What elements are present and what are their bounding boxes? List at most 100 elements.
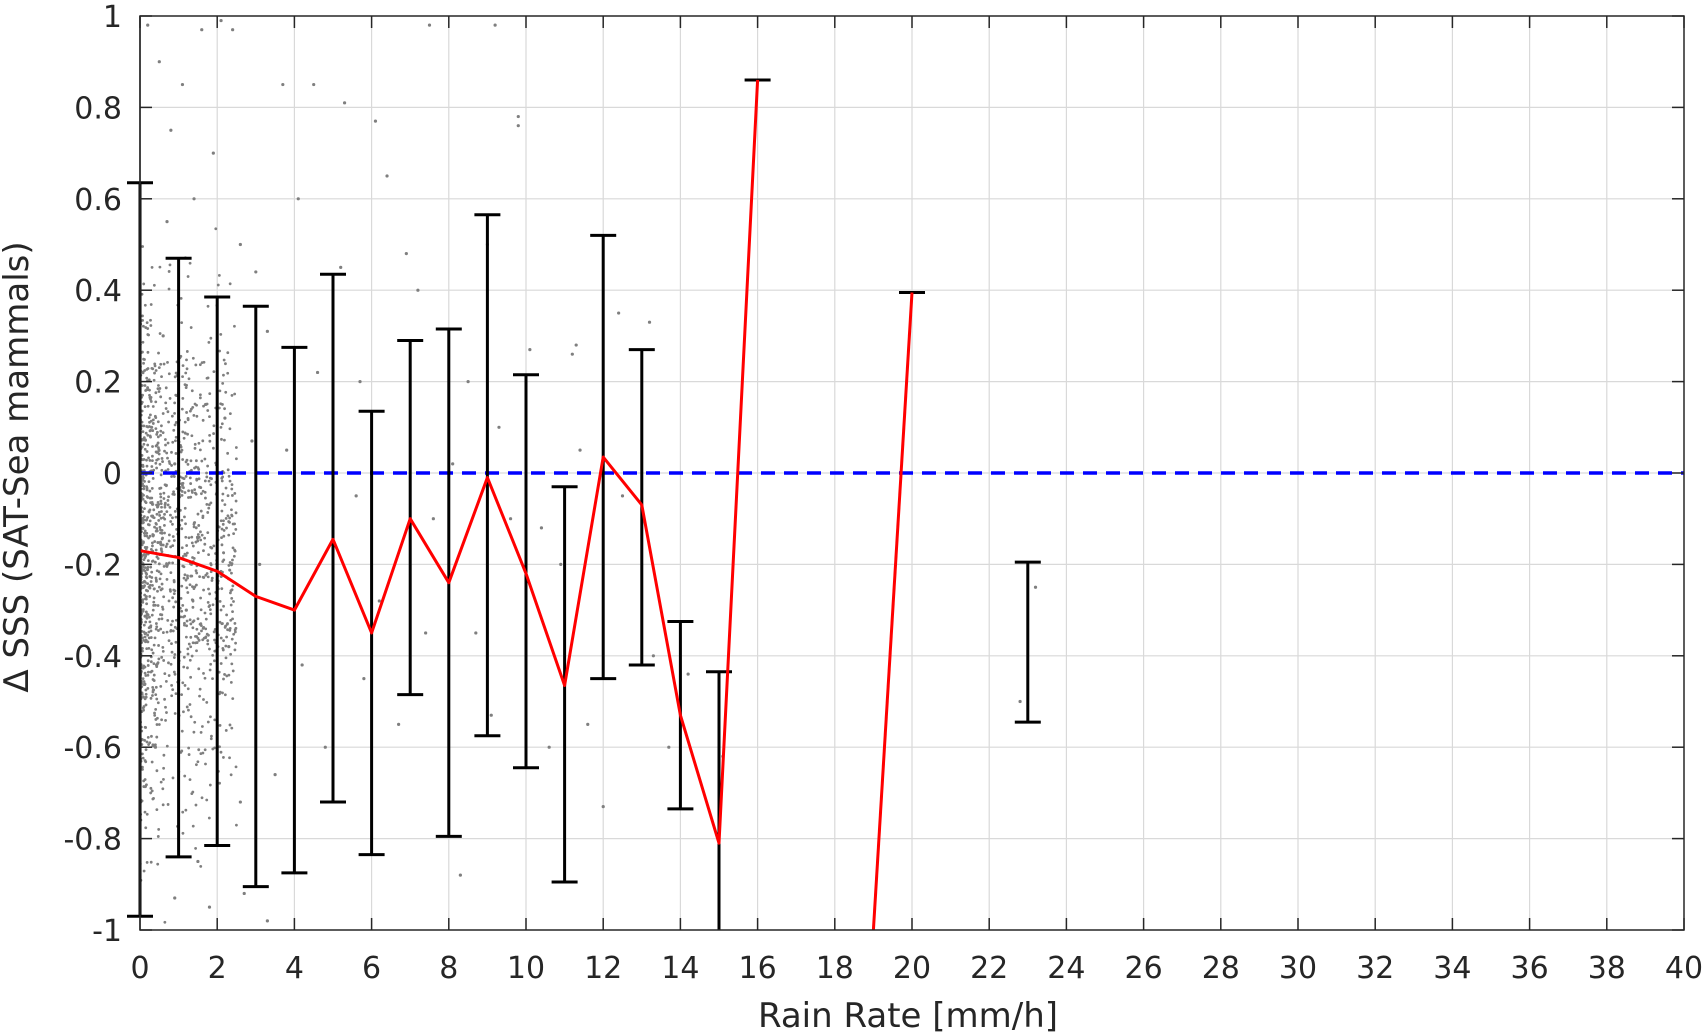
scatter-point <box>168 588 172 592</box>
scatter-point <box>141 540 145 544</box>
scatter-point <box>183 420 187 424</box>
scatter-point <box>231 494 234 497</box>
scatter-point <box>228 723 232 727</box>
scatter-point <box>230 637 234 641</box>
scatter-point <box>150 613 154 617</box>
axes <box>139 15 1685 931</box>
scatter-point <box>181 481 185 485</box>
scatter-point <box>229 618 233 622</box>
scatter-point <box>155 430 159 434</box>
scatter-point <box>180 693 183 697</box>
scatter-point <box>187 746 191 750</box>
scatter-point <box>233 622 237 625</box>
scatter-point <box>144 326 148 329</box>
scatter-point <box>151 445 154 448</box>
scatter-point <box>207 587 210 591</box>
scatter-point <box>226 371 230 375</box>
scatter-point <box>149 860 153 864</box>
scatter-point <box>146 523 150 526</box>
scatter-point <box>190 489 194 493</box>
scatter-point <box>206 304 210 308</box>
scatter-point <box>166 441 170 445</box>
scatter-point <box>154 693 158 697</box>
scatter-point <box>145 425 149 428</box>
scatter-point <box>195 763 198 767</box>
scatter-point <box>226 514 230 518</box>
x-tick-label: 22 <box>970 951 1008 986</box>
scatter-point <box>148 489 152 493</box>
scatter-point <box>180 407 184 411</box>
scatter-point <box>147 630 151 634</box>
scatter-point <box>185 705 189 709</box>
scatter-point <box>202 549 205 553</box>
scatter-point <box>229 603 233 607</box>
scatter-point <box>466 380 470 384</box>
scatter-point <box>231 558 234 562</box>
scatter-point <box>141 695 145 699</box>
scatter-point <box>169 520 173 523</box>
scatter-point <box>187 377 191 381</box>
scatter-point <box>143 671 147 675</box>
scatter-point <box>199 509 203 513</box>
scatter-point <box>141 756 145 760</box>
x-tick-label: 4 <box>285 951 304 986</box>
scatter-point <box>170 642 173 645</box>
scatter-point <box>206 409 210 412</box>
scatter-point <box>147 646 151 650</box>
scatter-point <box>167 372 171 376</box>
scatter-point <box>228 479 232 483</box>
scatter-point <box>181 564 185 568</box>
scatter-point <box>142 705 146 708</box>
scatter-point <box>154 391 158 395</box>
scatter-point <box>195 477 199 481</box>
scatter-point <box>142 437 146 441</box>
scatter-point <box>199 486 203 489</box>
scatter-point <box>230 514 234 518</box>
scatter-point <box>227 533 231 537</box>
scatter-point <box>140 752 144 756</box>
scatter-point <box>141 245 145 248</box>
scatter-point <box>155 808 159 812</box>
scatter-point <box>194 641 197 645</box>
scatter-point <box>210 734 213 738</box>
scatter-point <box>199 730 203 734</box>
scatter-point <box>182 710 185 714</box>
scatter-point <box>191 585 194 589</box>
scatter-point <box>146 443 150 447</box>
scatter-point <box>169 662 173 666</box>
scatter-point <box>222 534 226 538</box>
scatter-point <box>144 692 148 696</box>
scatter-point <box>207 503 211 507</box>
scatter-point <box>578 448 582 452</box>
scatter-point <box>170 414 174 418</box>
scatter-point <box>174 618 178 622</box>
scatter-point <box>230 588 234 592</box>
scatter-point <box>171 619 174 623</box>
scatter-point <box>184 635 188 639</box>
scatter-point <box>161 334 165 338</box>
scatter-point <box>195 583 198 587</box>
scatter-point <box>209 336 213 340</box>
scatter-point <box>141 371 145 375</box>
scatter-point <box>190 389 194 393</box>
scatter-point <box>186 432 189 436</box>
scatter-point <box>226 494 230 498</box>
scatter-point <box>142 484 146 488</box>
scatter-point <box>228 521 231 524</box>
scatter-point <box>188 476 192 480</box>
scatter-point <box>164 443 167 447</box>
scatter-point <box>234 511 238 515</box>
scatter-point <box>300 663 304 667</box>
scatter-point <box>149 318 152 322</box>
scatter-point <box>199 530 202 534</box>
scatter-point <box>143 303 147 307</box>
scatter-point <box>221 522 225 526</box>
x-tick-label: 8 <box>439 951 458 986</box>
scatter-point <box>192 525 196 529</box>
scatter-point <box>190 535 194 539</box>
scatter-point <box>146 568 149 572</box>
scatter-point <box>358 380 362 384</box>
scatter-point <box>172 670 176 674</box>
scatter-point <box>385 174 389 178</box>
